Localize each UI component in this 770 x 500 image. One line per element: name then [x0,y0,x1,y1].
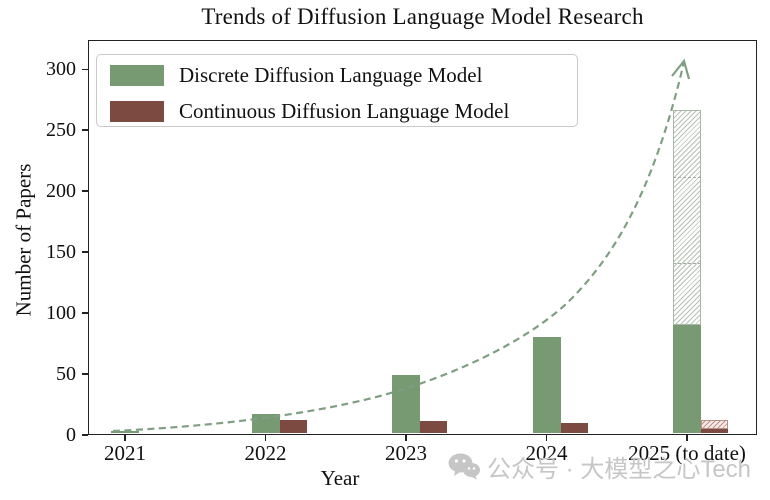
bar-discrete-2021 [111,431,139,434]
legend-label-discrete: Discrete Diffusion Language Model [179,63,483,87]
watermark: 公众号 · 大模型之心Tech [448,449,751,484]
legend-label-continuous: Continuous Diffusion Language Model [179,99,510,123]
chart-title: Trends of Diffusion Language Model Resea… [201,4,644,29]
legend-item-continuous: Continuous Diffusion Language Model [110,96,577,127]
y-tick-mark [82,190,88,192]
bar-discrete-2024 [532,337,561,434]
bar-discrete-2023 [392,374,420,434]
y-tick-mark [82,373,88,375]
legend-swatch-discrete [110,65,164,86]
projection-segment-line [673,262,701,264]
bar-continuous-2024 [560,422,588,434]
x-tick-label: 2025 (to date) [628,441,746,465]
y-tick-mark [82,251,88,253]
y-tick-label: 250 [46,119,76,142]
bar-projected-continuous-2025 [701,420,728,429]
y-tick-label: 50 [56,363,76,386]
y-tick-label: 100 [46,302,76,325]
bar-discrete-2025 [673,324,701,434]
projection-segment-line [673,177,701,179]
x-tick-mark [545,435,548,441]
y-tick-mark [82,68,88,70]
legend-swatch-continuous [110,101,164,122]
x-tick-mark [124,435,126,441]
bar-continuous-2025 [701,428,728,434]
x-tick-label: 2022 [244,441,287,465]
x-tick-label: 2021 [104,441,146,465]
watermark-text: 公众号 · 大模型之心Tech [487,456,752,483]
bar-continuous-2022 [279,420,307,434]
y-tick-mark [82,312,88,314]
x-axis-label: Year [320,466,360,490]
legend: Discrete Diffusion Language Model Contin… [96,54,578,127]
y-tick-label: 300 [46,58,76,81]
y-tick-mark [82,129,88,131]
bar-continuous-2023 [420,421,447,434]
x-tick-label: 2024 [525,441,568,465]
y-tick-label: 200 [46,180,76,203]
x-tick-label: 2023 [385,441,427,465]
wechat-icon [448,453,480,480]
x-tick-mark [686,435,688,441]
legend-item-discrete: Discrete Diffusion Language Model [110,60,577,91]
x-tick-mark [405,435,407,441]
x-tick-mark [264,435,267,441]
y-tick-label: 150 [46,241,76,264]
y-tick-label: 0 [66,424,76,446]
y-tick-mark [82,434,88,436]
bar-discrete-2022 [251,413,280,434]
bar-projected-discrete-2025 [673,110,701,325]
